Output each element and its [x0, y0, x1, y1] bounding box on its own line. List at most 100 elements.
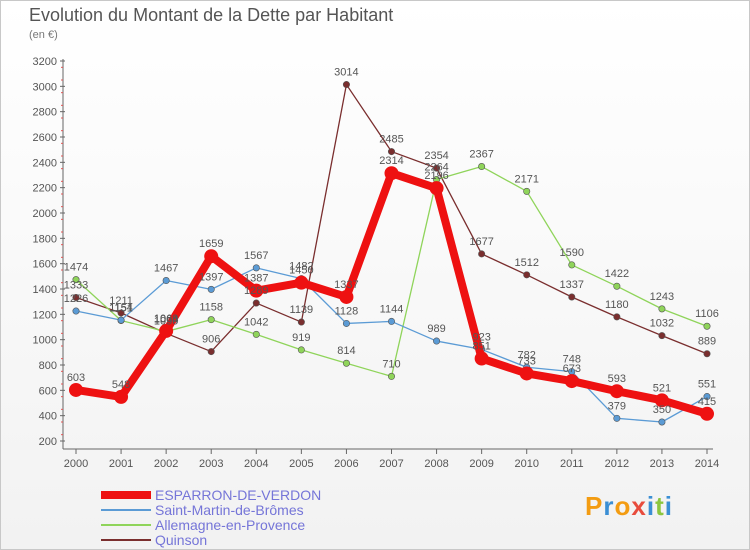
data-point [658, 418, 666, 426]
data-label: 1032 [650, 318, 674, 330]
data-point [519, 366, 534, 381]
data-label: 603 [67, 372, 85, 384]
y-tick-label: 400 [39, 411, 57, 423]
data-label: 551 [698, 379, 716, 391]
y-tick-label: 3200 [33, 56, 57, 68]
y-tick-label: 600 [39, 385, 57, 397]
proxiti-logo: Proxiti [585, 491, 673, 522]
data-point [297, 346, 305, 354]
x-tick-label: 2010 [514, 458, 538, 470]
x-tick-label: 2000 [64, 458, 88, 470]
data-point [703, 350, 711, 358]
data-point [523, 271, 531, 279]
data-point [252, 299, 260, 307]
data-label: 3014 [334, 67, 358, 79]
data-label: 889 [698, 336, 716, 348]
data-point [433, 164, 441, 172]
data-label: 1450 [289, 265, 313, 277]
data-point [342, 359, 350, 367]
y-tick-label: 1200 [33, 309, 57, 321]
data-label: 1337 [560, 279, 584, 291]
y-tick-label: 1800 [33, 233, 57, 245]
x-tick-label: 2003 [199, 458, 223, 470]
data-label: 1151 [109, 303, 133, 315]
logo-letter: o [614, 491, 632, 521]
data-label: 548 [112, 379, 130, 391]
x-tick-label: 2001 [109, 458, 133, 470]
data-label: 1069 [154, 313, 178, 325]
data-label: 906 [202, 334, 220, 346]
data-label: 814 [337, 345, 355, 357]
data-label: 1226 [64, 293, 88, 305]
data-point [658, 332, 666, 340]
data-point [162, 277, 170, 285]
data-point [658, 305, 666, 313]
y-tick-label: 3000 [33, 81, 57, 93]
y-tick-label: 2200 [33, 183, 57, 195]
data-label: 1211 [109, 295, 133, 307]
data-label: 1397 [199, 271, 223, 283]
data-point [568, 293, 576, 301]
data-label: 2314 [379, 155, 403, 167]
data-point [117, 316, 125, 324]
data-label: 1567 [244, 250, 268, 262]
y-tick-label: 1000 [33, 335, 57, 347]
data-point [387, 317, 395, 325]
data-point [613, 414, 621, 422]
data-label: 710 [382, 358, 400, 370]
data-label: 1042 [244, 316, 268, 328]
data-point [387, 148, 395, 156]
data-label: 2485 [379, 134, 403, 146]
data-point [700, 406, 714, 421]
data-point [72, 293, 80, 301]
data-label: 1128 [335, 305, 359, 317]
data-label: 2196 [424, 170, 448, 182]
data-point [613, 313, 621, 321]
data-label: 1243 [650, 291, 674, 303]
data-point [433, 337, 441, 345]
data-point [568, 261, 576, 269]
logo-letter: i [646, 491, 656, 521]
data-label: 1106 [695, 308, 719, 320]
x-tick-label: 2012 [605, 458, 629, 470]
data-point [204, 249, 219, 264]
data-label: 415 [698, 396, 716, 408]
logo-letter: x [631, 491, 647, 521]
legend-swatch [101, 524, 151, 526]
data-label: 919 [292, 332, 310, 344]
legend-swatch [101, 509, 151, 511]
x-tick-label: 2002 [154, 458, 178, 470]
logo-letter: P [585, 491, 604, 521]
x-tick-label: 2013 [650, 458, 674, 470]
data-label: 733 [518, 355, 536, 367]
legend-label: Allemagne-en-Provence [155, 517, 306, 533]
data-point [207, 348, 215, 356]
logo-letter: i [664, 491, 673, 521]
data-label: 1289 [244, 285, 268, 297]
data-label: 851 [472, 341, 490, 353]
data-point [252, 330, 260, 338]
data-point [339, 289, 354, 304]
data-point [342, 319, 350, 327]
data-point [387, 372, 395, 380]
data-point [478, 250, 486, 258]
logo-letter: r [603, 491, 615, 521]
data-label: 1422 [605, 268, 629, 280]
data-label: 2367 [469, 149, 493, 161]
data-label: 2264 [424, 162, 448, 174]
data-point [72, 276, 80, 284]
data-label: 748 [563, 354, 581, 366]
data-label: 1333 [64, 279, 88, 291]
data-label: 1154 [109, 302, 133, 314]
data-point [117, 309, 125, 317]
data-label: 923 [472, 331, 490, 343]
data-label: 673 [563, 363, 581, 375]
x-tick-label: 2004 [244, 458, 268, 470]
data-point [252, 264, 260, 272]
data-label: 1180 [605, 299, 629, 311]
data-point [654, 393, 669, 408]
x-tick-label: 2014 [695, 458, 719, 470]
legend-swatch [101, 491, 151, 499]
